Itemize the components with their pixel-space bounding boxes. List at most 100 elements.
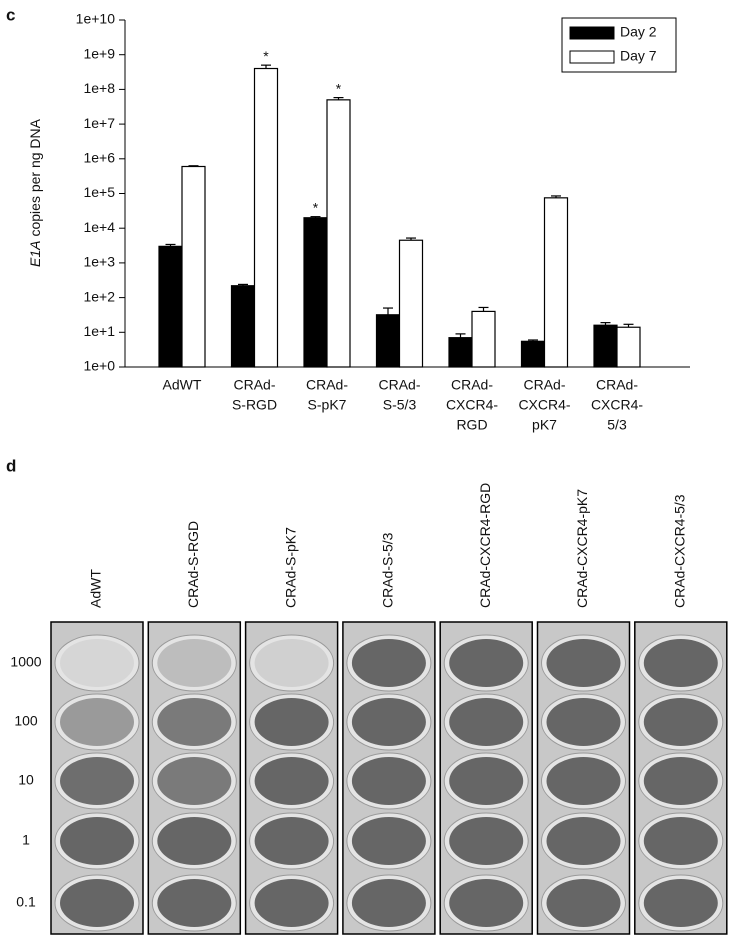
- row-label: 10: [18, 772, 34, 788]
- bar: [181, 165, 206, 368]
- well-content: [546, 879, 621, 927]
- well-content: [351, 639, 426, 687]
- row-label: 0.1: [16, 894, 36, 910]
- x-tick-label: CRAd-: [306, 377, 348, 393]
- well-content: [546, 698, 621, 746]
- y-axis-label-text: copies per ng DNA: [27, 118, 43, 236]
- well-content: [546, 757, 621, 805]
- bar: [230, 285, 256, 368]
- row-label: 100: [14, 713, 38, 729]
- x-tick-label: CXCR4-: [518, 397, 570, 413]
- bar: [326, 99, 351, 368]
- bar: [616, 326, 641, 368]
- x-tick-label: S-pK7: [308, 397, 347, 413]
- well-content: [643, 757, 718, 805]
- well-content: [254, 879, 329, 927]
- well-content: [643, 698, 718, 746]
- well-content: [449, 879, 524, 927]
- row-label: 1000: [10, 654, 41, 670]
- well-content: [546, 817, 621, 865]
- significance: *: [336, 80, 342, 96]
- bar: [520, 340, 546, 368]
- x-tick-label: CXCR4-: [446, 397, 498, 413]
- x-tick-label: CRAd-: [596, 377, 638, 393]
- legend-swatch: [569, 26, 615, 40]
- well-content: [351, 757, 426, 805]
- y-tick-label: 1e+2: [83, 288, 115, 304]
- y-axis-label-italic: E1A: [27, 241, 43, 267]
- well-content: [351, 698, 426, 746]
- column-label: CRAd-S-RGD: [185, 521, 201, 608]
- column-label: CRAd-CXCR4-pK7: [574, 489, 590, 608]
- column-label: CRAd-S-5/3: [380, 532, 396, 608]
- x-tick-label: 5/3: [607, 417, 627, 433]
- well-content: [546, 639, 621, 687]
- column-label: CRAd-CXCR4-RGD: [477, 483, 493, 608]
- well-content: [449, 817, 524, 865]
- x-tick-label: S-RGD: [232, 397, 277, 413]
- y-tick-label: 1e+7: [83, 115, 115, 131]
- well-content: [60, 757, 134, 805]
- panel-label: c: [6, 5, 15, 24]
- y-tick-label: 1e+1: [83, 323, 115, 339]
- x-tick-label: CRAd-: [451, 377, 493, 393]
- bar: [303, 217, 328, 368]
- well-content: [60, 817, 134, 865]
- significance: *: [313, 199, 319, 215]
- x-tick-label: CXCR4-: [591, 397, 643, 413]
- well-content: [254, 757, 329, 805]
- well-content: [254, 817, 329, 865]
- bar: [158, 245, 183, 368]
- bar: [398, 239, 424, 368]
- column-label: CRAd-S-pK7: [282, 527, 298, 608]
- column-label: CRAd-CXCR4-5/3: [672, 494, 688, 608]
- well-content: [157, 698, 232, 746]
- y-tick-label: 1e+5: [83, 184, 115, 200]
- well-content: [449, 757, 524, 805]
- well-content: [449, 639, 524, 687]
- well-content: [254, 698, 329, 746]
- y-tick-label: 1e+8: [83, 80, 115, 96]
- well-content: [60, 879, 134, 927]
- well-content: [254, 639, 329, 687]
- bar: [375, 314, 401, 368]
- x-tick-label: S-5/3: [383, 397, 417, 413]
- bar: [471, 310, 496, 368]
- bar: [448, 337, 473, 368]
- well-content: [157, 639, 232, 687]
- column-label: AdWT: [88, 569, 104, 608]
- well-content: [157, 757, 232, 805]
- y-tick-label: 1e+10: [76, 11, 116, 27]
- y-tick-label: 1e+6: [83, 150, 115, 166]
- legend-label: Day 7: [620, 48, 657, 64]
- well-content: [60, 698, 134, 746]
- x-tick-label: CRAd-: [233, 377, 275, 393]
- x-tick-label: CRAd-: [378, 377, 420, 393]
- bar: [253, 67, 279, 368]
- y-axis-label: E1A copies per ng DNA: [27, 118, 43, 267]
- well-content: [60, 639, 134, 687]
- legend-label: Day 2: [620, 24, 657, 40]
- x-tick-label: AdWT: [163, 377, 202, 393]
- y-tick-label: 1e+4: [83, 219, 115, 235]
- well-content: [643, 817, 718, 865]
- panel-label: d: [6, 456, 16, 475]
- y-tick-label: 1e+0: [83, 358, 115, 374]
- bar: [593, 324, 618, 368]
- y-tick-label: 1e+9: [83, 45, 115, 61]
- well-content: [351, 817, 426, 865]
- x-tick-label: RGD: [456, 417, 487, 433]
- y-tick-label: 1e+3: [83, 254, 115, 270]
- x-tick-label: pK7: [532, 417, 557, 433]
- legend-box: [561, 17, 677, 73]
- well-content: [643, 639, 718, 687]
- well-content: [157, 879, 232, 927]
- x-tick-label: CRAd-: [523, 377, 565, 393]
- legend-swatch: [569, 50, 615, 64]
- row-label: 1: [22, 832, 30, 848]
- significance: *: [263, 48, 269, 64]
- well-content: [157, 817, 232, 865]
- well-content: [449, 698, 524, 746]
- well-content: [643, 879, 718, 927]
